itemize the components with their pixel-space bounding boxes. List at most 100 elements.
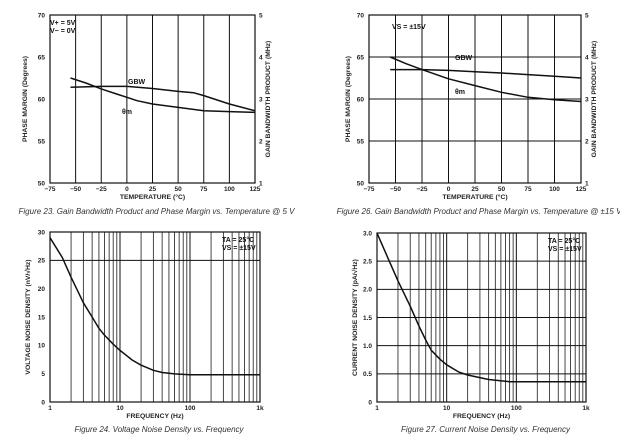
y-tick-label: 65 [357, 54, 365, 61]
figure-caption: Figure 23. Gain Bandwidth Product and Ph… [19, 207, 296, 216]
y-tick-label: 10 [38, 343, 46, 350]
plot-frame [368, 14, 582, 184]
x-tick-label: 125 [250, 186, 261, 193]
chart-voltage-noise: 1 10 100 1k 0 5 10 15 20 25 30 FREQUENCY (Hz) VOLTAG… [24, 229, 264, 434]
y2-axis-title: GAIN BANDWIDTH PRODUCT (MHz) [265, 41, 272, 158]
y2-tick-label: 3 [259, 96, 263, 103]
x-tick-label: 1k [582, 405, 590, 412]
series-line-gbw [70, 85, 256, 112]
y-tick-label: 60 [357, 96, 365, 103]
y-tick-label: 65 [38, 54, 46, 61]
y-axis-title: CURRENT NOISE DENSITY (pA/√Hz) [351, 259, 359, 376]
y-tick-label: 2.5 [363, 258, 372, 265]
condition-annotation: VS = ±15V [548, 246, 582, 253]
condition-annotation: TA = 25°C [222, 236, 254, 244]
x-tick-label: 75 [200, 186, 208, 193]
x-tick-label: 1 [48, 405, 52, 412]
y-tick-label: 0 [41, 399, 45, 406]
y2-tick-label: 1 [585, 180, 589, 187]
figure-caption: Figure 26. Gain Bandwidth Product and Ph… [337, 207, 620, 216]
x-tick-label: 50 [498, 186, 506, 193]
x-tick-label: −50 [70, 186, 81, 193]
condition-annotation: TA = 25°C [548, 237, 580, 245]
x-tick-label: 25 [149, 186, 157, 193]
series-label: GBW [128, 79, 146, 86]
y-tick-label: 3.0 [363, 230, 372, 237]
x-tick-label: 10 [116, 405, 124, 412]
x-tick-label: 0 [447, 186, 451, 193]
x-tick-label: 1k [256, 405, 264, 412]
y-axis-title: PHASE MARGIN (Degrees) [22, 56, 29, 142]
y2-axis-title: GAIN BANDWIDTH PRODUCT (MHz) [591, 41, 598, 158]
x-axis-title: TEMPERATURE (°C) [120, 193, 185, 201]
y2-tick-label: 4 [259, 54, 263, 61]
figure-caption: Figure 27. Current Noise Density vs. Fre… [401, 425, 571, 434]
x-tick-label: 100 [511, 405, 522, 412]
x-axis-title: FREQUENCY (Hz) [126, 413, 183, 420]
x-tick-label: 100 [185, 405, 196, 412]
x-tick-label: −75 [44, 186, 55, 193]
plot-frame [376, 232, 587, 403]
x-axis-title: FREQUENCY (Hz) [453, 413, 510, 420]
y-tick-label: 1.0 [363, 343, 372, 350]
chart-gbw-phase-5v: −75 −50 −25 0 25 50 75 100 125 50 55 60 65 70 1 2 3 4 5 TEM… [19, 12, 296, 216]
figure-caption: Figure 24. Voltage Noise Density vs. Fre… [74, 425, 244, 434]
y-axis-title: VOLTAGE NOISE DENSITY (nV/√Hz) [24, 259, 32, 374]
x-tick-label: 50 [175, 186, 183, 193]
x-tick-label: 25 [471, 186, 479, 193]
y2-tick-label: 5 [585, 12, 589, 19]
y2-tick-label: 3 [585, 96, 589, 103]
y-tick-label: 25 [38, 258, 46, 265]
y-tick-label: 50 [38, 180, 46, 187]
y-tick-label: 55 [357, 138, 365, 145]
y-tick-label: 20 [38, 286, 46, 293]
y-tick-label: 0.5 [363, 371, 372, 378]
chart-gbw-phase-15v: −75 −50 −25 0 25 50 75 100 125 50 55 60 65 70 1 2 3 4 5 TEM… [337, 12, 620, 216]
y-tick-label: 70 [38, 12, 46, 19]
y-axis-title: PHASE MARGIN (Degrees) [345, 56, 352, 142]
x-axis-title: TEMPERATURE (°C) [442, 193, 507, 201]
y2-tick-label: 4 [585, 54, 589, 61]
y2-tick-label: 2 [259, 138, 263, 145]
y2-tick-label: 1 [259, 180, 263, 187]
series-line-noise [376, 232, 586, 383]
series-label: GBW [455, 55, 473, 62]
y2-tick-label: 2 [585, 138, 589, 145]
x-tick-label: 100 [549, 186, 560, 193]
y-tick-label: 60 [38, 96, 46, 103]
y2-tick-label: 5 [259, 12, 263, 19]
x-tick-label: 75 [524, 186, 532, 193]
chart-current-noise: 1 10 100 1k 0 0.5 1.0 1.5 2.0 2.5 3.0 FREQUENCY (Hz… [351, 230, 590, 434]
condition-annotation: VS = ±15V [222, 245, 256, 252]
y-tick-label: 70 [357, 12, 365, 19]
x-tick-label: −50 [390, 186, 401, 193]
y-tick-label: 30 [38, 229, 46, 236]
y-tick-label: 15 [38, 314, 46, 321]
condition-annotation: V− = 0V [50, 28, 76, 35]
x-tick-label: −75 [363, 186, 374, 193]
y-tick-label: 0 [368, 399, 372, 406]
condition-annotation: VS = ±15V [392, 24, 426, 31]
x-tick-label: 100 [224, 186, 235, 193]
series-line-phase-margin [70, 77, 256, 114]
x-tick-label: 10 [443, 405, 451, 412]
condition-annotation: V+ = 5V [50, 20, 76, 27]
series-line-noise [49, 237, 260, 376]
plot-frame [49, 14, 256, 184]
y-tick-label: 5 [41, 371, 45, 378]
series-label: θm [122, 109, 132, 116]
series-line-gbw [390, 68, 582, 79]
x-tick-label: 1 [375, 405, 379, 412]
series-line-phase-margin [389, 56, 582, 103]
series-label: θm [455, 89, 465, 96]
x-tick-label: 125 [576, 186, 587, 193]
plot-frame [49, 231, 261, 403]
x-tick-label: −25 [96, 186, 107, 193]
x-tick-label: −25 [416, 186, 427, 193]
y-tick-label: 55 [38, 138, 46, 145]
y-tick-label: 2.0 [363, 287, 372, 294]
y-tick-label: 1.5 [363, 315, 372, 322]
y-tick-label: 50 [357, 180, 365, 187]
x-tick-label: 0 [125, 186, 129, 193]
